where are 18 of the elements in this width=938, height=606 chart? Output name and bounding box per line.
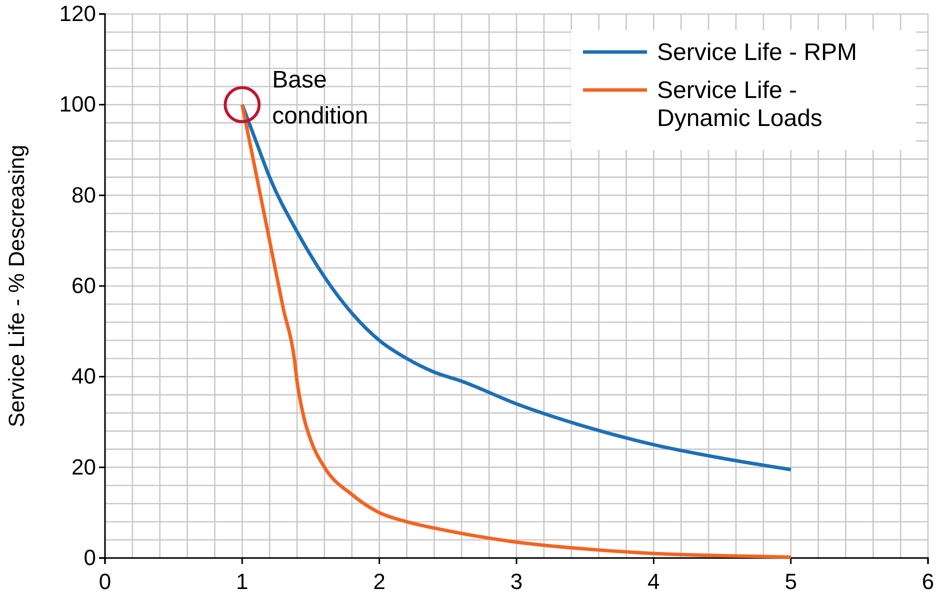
- y-axis-title: Service Life - % Descreasing: [4, 144, 29, 428]
- legend-label: Service Life - Dynamic Loads: [657, 77, 822, 132]
- y-tick-label: 40: [72, 364, 96, 389]
- x-tick-label: 5: [784, 569, 797, 594]
- x-tick-label: 0: [98, 569, 112, 594]
- x-tick-label: 1: [236, 569, 248, 594]
- legend-label: Service Life - RPM: [657, 39, 858, 66]
- y-tick-label: 100: [59, 92, 96, 117]
- x-tick-label: 6: [922, 569, 934, 594]
- x-tick-label: 4: [648, 569, 660, 594]
- annotation: Base condition: [272, 66, 368, 130]
- x-tick-label: 3: [510, 569, 523, 594]
- y-tick-label: 20: [72, 454, 96, 480]
- y-tick-label: 80: [72, 182, 96, 208]
- y-tick-label: 120: [59, 1, 96, 26]
- y-tick-label: 60: [72, 273, 96, 298]
- x-tick-label: 2: [373, 569, 386, 594]
- y-tick-label: 0: [84, 545, 96, 570]
